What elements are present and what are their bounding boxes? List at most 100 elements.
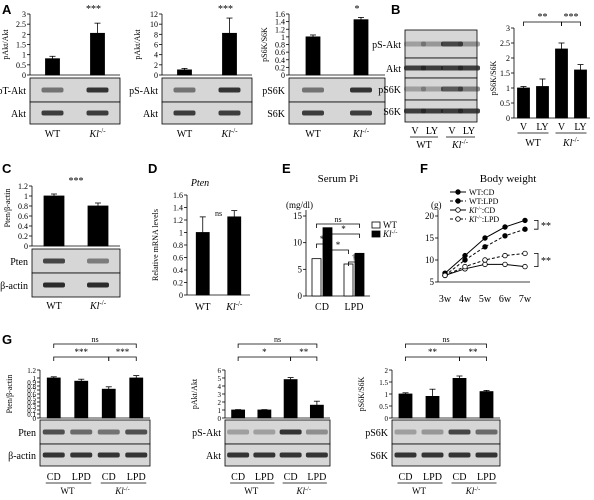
panel-e-group-label: LPD [345,302,364,313]
panel-f-sig-top: ** [541,221,551,232]
panel-g-chart-0-ylabel: Pten/β-actin [5,375,14,414]
panel-g-chart-2-blot1-band [448,429,471,435]
panel-f-series-3-point [502,252,508,259]
panel-g-chart-2-blot1-band [394,429,417,435]
panel-g-chart-1-blot2-band [305,452,328,458]
panel-g-chart-0-tick-label: 0.8 [27,383,36,391]
panel-f-series-2-point [502,261,508,268]
panel-a-chart-0-Akt-band [41,110,64,116]
panel-a-chart-1-xlabel-wt: WT [177,129,193,140]
panel-g-chart-1-blot2-band [279,452,302,458]
panel-g-chart-1-tick-label: 0 [218,415,222,423]
panel-e-group-label: CD [315,302,329,313]
panel-g-chart-1-blot1-blot [224,419,331,445]
panel-g-chart-2-blot2-blot-label: S6K [370,451,389,462]
panel-g-chart-2-lane-label: LPD [423,472,442,483]
panel-a-chart-2-bar [353,19,369,76]
panel-g-chart-0-sig1-bracket [53,356,110,361]
panel-g-chart-0-tick-label: 0.5 [27,395,36,403]
panel-a-chart-2-S6K-band [350,110,372,116]
panel-b-lane-label: LY [426,126,438,137]
panel-c-pten-blot-label: Pten [10,257,28,268]
panel-d-tick-label: 0.4 [173,266,183,275]
panel-f-tick-label: 5 [430,277,435,287]
panel-g-chart-0-tick-label: 1.2 [27,367,36,375]
panel-label-e: E [282,161,291,176]
panel-a-chart-0-tick-label: 1.5 [16,41,26,50]
panel-g-chart-0-group-kl: Kl-/- [114,485,129,496]
panel-a-chart-0-ylabel: pAkt/Akt [1,29,10,60]
panel-e-legend-swatch-kl [371,230,381,238]
panel-g-chart-0-tick-label: 0.6 [27,391,36,399]
panel-a-chart-2-tick-label: 1.6 [275,10,285,19]
panel-f-tick-label: 10 [425,255,435,265]
panel-c-actin-band [43,282,65,288]
panel-b-pS6K-blot-label: pS6K [378,85,402,96]
panel-g-chart-1-group-wt: WT [244,486,258,496]
panel-f-x-tick-label: 5w [479,294,492,305]
panel-c-sig: *** [69,176,84,187]
panel-g-chart-0-blot1-band [42,429,65,435]
panel-b-chart-tick-label: 0 [506,114,510,123]
panel-a-chart-0-xlabel-wt: WT [45,129,61,140]
panel-b-pS-Akt-blot-label: pS-Akt [372,40,401,51]
panel-g-chart-0-lane-label: CD [47,472,61,483]
panel-g-chart-1-tick-label: 1 [218,407,222,415]
panel-a-chart-0-tick-label: 1 [22,51,26,60]
panel-g-chart-2-bar [425,395,440,419]
panel-e-legend-wt: WT [383,220,397,230]
panel-c-bar [43,195,65,247]
panel-g-chart-0-sig2-sig-label: *** [116,347,130,357]
panel-label-f: F [420,161,428,176]
panel-f-series-0-point [462,252,468,259]
panel-e-ns-bracket [316,223,360,228]
panel-f-series-3-point [442,272,448,279]
panel-g-chart-0-blot2-band [97,452,120,458]
panel-g-chart-2-blot2-band [394,452,417,458]
panel-a-chart-0-Akt-band [86,110,109,116]
panel-c-ylabel: Pten/β-actin [3,189,12,228]
panel-g-chart-0-blot1-band [70,429,93,435]
panel-a-chart-0-sig: *** [86,4,101,15]
panel-e-tick-label: 15 [293,211,303,221]
panel-e-tick-label: 5 [298,264,303,274]
panel-b-lane-label: V [411,126,419,137]
panel-a-chart-2-S6K-blot [288,101,386,125]
panel-b-chart-lane-label: LY [536,122,548,133]
panel-g-chart-2-bar [452,377,467,419]
panel-e-bar-kl [322,227,333,297]
panel-b-chart-tick-label: 2 [506,54,510,63]
panel-g-chart-2-bar [479,391,494,419]
panel-a-chart-2-bar [305,36,321,76]
panel-a-chart-1-sig: *** [218,4,233,15]
panel-f-legend-marker-3 [455,216,461,222]
panel-g-chart-0-tick-label: 0 [33,415,37,423]
panel-d-tick-label: 0.6 [173,254,183,263]
panel-a-chart-1-pS-Akt-blot-label: pS-Akt [129,86,158,97]
panel-g-chart-2-blot1-band [475,429,498,435]
panel-g-chart-1-tick-label: 2 [218,399,222,407]
panel-e-bar-wt [311,258,322,297]
panel-f-legend-label-0: WT:CD [469,188,495,197]
panel-b-chart-tick-label: 0.5 [500,99,510,108]
panel-a-chart-1-tick-label: 2 [154,61,158,70]
panel-g-chart-0-tick-label: 0.2 [27,407,36,415]
panel-g-chart-1-sig2-sig-label: ** [299,347,309,357]
panel-b-pS6K-band [421,86,443,92]
panel-g-chart-1-blot1-band [227,429,250,435]
panel-b-chart-lane-label: LY [574,122,586,133]
panel-g-chart-0-blot2-blot-label: β-actin [8,451,36,462]
panel-a-chart-1-bar [177,69,192,76]
panel-a-chart-1-pS-Akt-band [218,87,241,93]
panel-a-chart-1-bar [222,32,237,76]
panel-g-chart-0-sig2-bracket [108,356,137,361]
panel-f-series-2-point [482,261,488,268]
panel-b-chart-bar [574,69,587,119]
panel-g-chart-1-sig1-bracket [237,356,292,361]
panel-b-Akt-band [441,65,463,71]
panel-f-legend-label-1: WT:LPD [469,197,499,206]
panel-g-chart-0-blot2-band [42,452,65,458]
panel-a-chart-2-S6K-blot-label: S6K [267,109,286,120]
panel-g-chart-2-sig1-sig-label: ** [428,347,438,357]
